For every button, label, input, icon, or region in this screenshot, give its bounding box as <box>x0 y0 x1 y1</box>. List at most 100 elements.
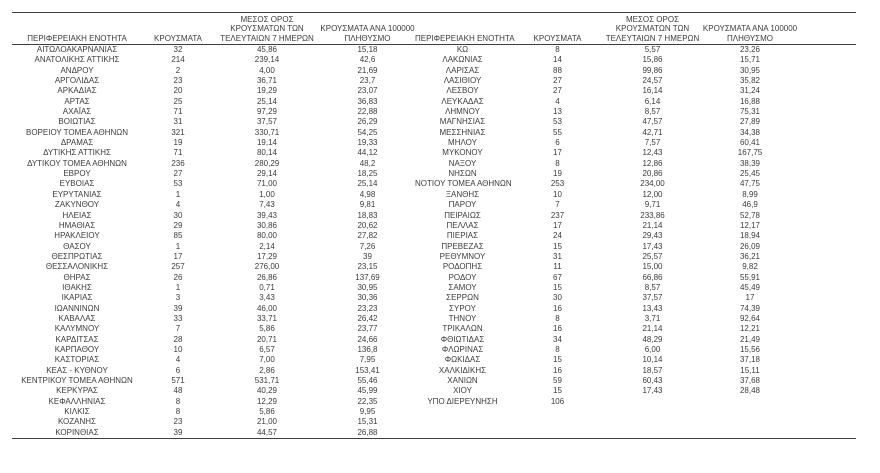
right-avg7-value: 9,71 <box>644 200 661 210</box>
right-region-name: ΚΩ <box>456 45 469 54</box>
right-per100k-value: 36,21 <box>739 251 761 261</box>
left-cases-value: 6 <box>175 365 181 375</box>
right-per100k-value: 23,26 <box>739 45 761 54</box>
left-avg7-value: 239,14 <box>254 55 280 65</box>
right-cases-value: 55 <box>553 127 562 137</box>
table-row: ΕΒΡΟΥ 27 29,14 18,25 ΝΗΣΩΝ 19 20,86 25,45 <box>12 169 856 179</box>
row-spacer <box>800 397 856 407</box>
left-region-name: ΗΜΑΘΙΑΣ <box>58 220 96 230</box>
left-region-name: ΚΑΒΑΛΑΣ <box>58 313 96 323</box>
left-avg7-value: 4,00 <box>259 65 275 75</box>
left-avg7-value: 29,14 <box>256 169 278 179</box>
right-per100k-value: 26,09 <box>739 241 761 251</box>
left-cases-value: 4 <box>175 355 181 365</box>
left-region-name: ΗΡΑΚΛΕΙΟΥ <box>54 231 100 241</box>
row-spacer <box>800 169 856 179</box>
row-spacer <box>800 231 856 241</box>
row-spacer <box>800 117 856 127</box>
left-avg7-value: 19,14 <box>256 138 278 148</box>
right-cases-value: 11 <box>553 262 562 272</box>
left-cases-value: 26 <box>173 272 183 282</box>
right-region-name: ΠΑΡΟΥ <box>448 200 477 210</box>
table-row: ΚΟΖΑΝΗΣ 23 21,00 15,31 <box>12 417 856 427</box>
left-cases-value: 48 <box>173 386 183 396</box>
right-cases-value: 16 <box>553 324 562 334</box>
right-cases-value: 16 <box>553 365 562 375</box>
left-avg7-header: ΜΕΣΟΣ ΟΡΟΣ ΚΡΟΥΣΜΑΤΩΝ ΤΩΝ ΤΕΛΕΥΤΑΙΩΝ 7 Η… <box>214 15 320 43</box>
right-cases-value: 59 <box>553 376 562 385</box>
left-region-name: ΚΕΡΚΥΡΑΣ <box>56 386 98 396</box>
right-avg7-value <box>605 417 700 427</box>
right-per100k-value: 55,91 <box>739 272 761 282</box>
row-spacer <box>800 386 856 396</box>
right-region-name: ΛΑΡΙΣΑΣ <box>445 65 480 75</box>
left-per100k-value: 153,41 <box>355 365 380 375</box>
right-cases-header: ΚΡΟΥΣΜΑΤΑ <box>533 33 582 43</box>
left-region-name: ΑΧΑΪΑΣ <box>62 107 92 117</box>
right-cases-value: 31 <box>553 251 562 261</box>
left-avg7-value: 330,71 <box>254 127 280 137</box>
left-avg7-value: 80,00 <box>256 231 278 241</box>
left-cases-value: 25 <box>173 96 183 106</box>
left-avg7-value: 37,57 <box>256 117 278 127</box>
left-per100k-header-line2: ΠΛΗΘΥΣΜΟ <box>344 33 391 43</box>
right-region-name: ΝΑΞΟΥ <box>448 158 477 168</box>
right-per100k-value: 45,49 <box>739 282 761 292</box>
right-cases-value: 17 <box>553 220 562 230</box>
left-cases-value: 71 <box>173 148 183 158</box>
left-avg7-value: 20,71 <box>256 334 278 344</box>
left-avg7-value: 40,29 <box>256 386 278 396</box>
left-cases-value: 8 <box>175 396 181 406</box>
left-per100k-value: 23,23 <box>357 303 378 313</box>
right-per100k-value: 9,82 <box>742 262 758 272</box>
left-avg7-value: 5,86 <box>259 324 275 334</box>
table-row: ΕΥΒΟΙΑΣ 53 71,00 25,14 ΝΟΤΙΟΥ ΤΟΜΕΑ ΑΘΗΝΩΝ 25… <box>12 179 856 189</box>
left-per100k-value: 18,83 <box>357 210 378 220</box>
table-row: ΚΙΛΚΙΣ 8 5,86 9,95 <box>12 407 856 417</box>
right-region-name: ΥΠΟ ΔΙΕΡΕΥΝΗΣΗ <box>427 396 498 406</box>
left-per100k-value: 55,46 <box>357 376 378 385</box>
row-spacer <box>800 293 856 303</box>
table-row: ΚΕΑΣ - ΚΥΘΝΟΥ 6 2,86 153,41 ΧΑΛΚΙΔΙΚΗΣ 16 18,5… <box>12 366 856 376</box>
table-row: ΘΕΣΠΡΩΤΙΑΣ 17 17,29 39 ΡΕΘΥΜΝΟΥ 31 25,57 36,21 <box>12 252 856 262</box>
left-avg7-value: 46,00 <box>256 303 278 313</box>
left-per100k-header-line1: ΚΡΟΥΣΜΑΤΑ ΑΝΑ 100000 <box>320 24 415 34</box>
right-per100k-value: 30,95 <box>739 65 761 75</box>
right-avg7-value: 47,57 <box>642 117 663 127</box>
table-row: ΚΑΣΤΟΡΙΑΣ 4 7,00 7,95 ΦΩΚΙΔΑΣ 15 10,14 37,18 <box>12 355 856 365</box>
right-region-name: ΠΕΛΛΑΣ <box>446 220 479 230</box>
left-cases-value: 39 <box>173 427 183 437</box>
left-region-name: ΒΟΙΩΤΙΑΣ <box>58 117 96 127</box>
left-avg7-value: 7,43 <box>259 200 275 210</box>
row-spacer <box>800 345 856 355</box>
right-cases-value: 16 <box>553 303 562 313</box>
right-avg7-value: 25,57 <box>642 251 663 261</box>
table-row: ΑΡΓΟΛΙΔΑΣ 23 36,71 23,7 ΛΑΣΙΘΙΟΥ 27 24,57 35,82 <box>12 76 856 86</box>
left-avg7-value: 1,00 <box>259 189 275 199</box>
right-cases-value: 15 <box>553 241 562 251</box>
right-cases-value: 8 <box>555 158 560 168</box>
left-region-name: ΚΑΛΥΜΝΟΥ <box>54 324 100 334</box>
left-cases-value: 31 <box>173 117 183 127</box>
left-region-name: ΙΚΑΡΙΑΣ <box>61 293 93 303</box>
left-region-name: ΚΕΑΣ - ΚΥΘΝΟΥ <box>46 365 108 375</box>
table-row: ΔΥΤΙΚΗΣ ΑΤΤΙΚΗΣ 71 80,14 44,12 ΜΥΚΟΝΟΥ 17 12,4… <box>12 148 856 158</box>
right-region-name: ΛΗΜΝΟΥ <box>445 107 480 117</box>
table-row: ΒΟΙΩΤΙΑΣ 31 37,57 26,29 ΜΑΓΝΗΣΙΑΣ 53 47,57 27,8… <box>12 117 856 127</box>
right-cases-value: 19 <box>553 169 562 179</box>
right-region-name: ΛΑΣΙΘΙΟΥ <box>443 76 482 86</box>
row-spacer <box>800 148 856 158</box>
right-avg7-header: ΜΕΣΟΣ ΟΡΟΣ ΚΡΟΥΣΜΑΤΩΝ ΤΩΝ ΤΕΛΕΥΤΑΙΩΝ 7 Η… <box>605 15 700 43</box>
left-cases-value: 1 <box>175 282 181 292</box>
left-cases-value: 29 <box>173 220 183 230</box>
right-per100k-value: 35,82 <box>739 76 761 86</box>
table-rows: ΑΙΤΩΛΟΑΚΑΡΝΑΝΙΑΣ 32 45,86 15,18 ΚΩ 8 5,57 23,26… <box>12 45 856 440</box>
right-region-name: ΦΩΚΙΔΑΣ <box>444 355 481 365</box>
right-per100k-value: 37,68 <box>739 376 761 385</box>
right-avg7-header-line3: ΤΕΛΕΥΤΑΙΩΝ 7 ΗΜΕΡΩΝ <box>605 33 700 43</box>
right-per100k-value: 15,56 <box>739 344 761 354</box>
right-per100k-value: 27,89 <box>739 117 761 127</box>
right-per100k-value: 37,18 <box>739 355 761 365</box>
right-per100k-header: ΚΡΟΥΣΜΑΤΑ ΑΝΑ 100000 ΠΛΗΘΥΣΜΟ <box>700 24 800 43</box>
table-row: ΚΕΝΤΡΙΚΟΥ ΤΟΜΕΑ ΑΘΗΝΩΝ 571 531,71 55,46 ΧΑΝΙ… <box>12 376 856 386</box>
